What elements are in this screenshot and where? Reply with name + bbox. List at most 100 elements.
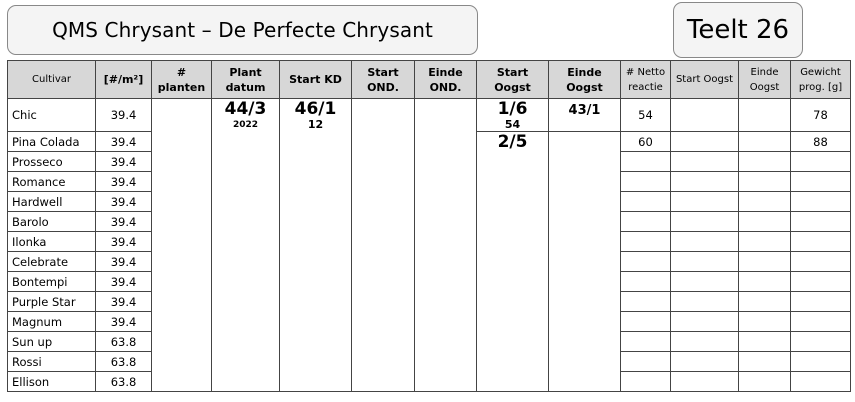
gewicht-cell xyxy=(790,291,851,312)
density-cell: 63.8 xyxy=(95,331,152,352)
netto-cell xyxy=(620,231,671,252)
table-row: Chic 39.4 44/3 2022 46/1 12 1/6 54 43/1 … xyxy=(7,98,851,392)
table-row: Bontempi 39.4 xyxy=(7,271,851,292)
header-einde-oogst2-line1: Einde xyxy=(750,66,779,78)
gewicht-cell: 88 xyxy=(790,131,851,152)
start-ond-column xyxy=(351,98,415,392)
einde-oogst-column xyxy=(548,131,621,392)
header-einde-ond: Einde OND. xyxy=(414,60,477,99)
gewicht-cell xyxy=(790,211,851,232)
einde-oogst-2-cell xyxy=(738,151,791,172)
cultivar-cell: Prosseco xyxy=(7,151,96,172)
start-oogst-2-cell xyxy=(670,251,739,272)
start-oogst-2-cell xyxy=(670,231,739,252)
gewicht-cell xyxy=(790,151,851,172)
start-oogst-2-cell xyxy=(670,191,739,212)
page-title: QMS Chrysant – De Perfecte Chrysant xyxy=(7,5,478,55)
header-netto-line2: reactie xyxy=(628,81,663,93)
table-row: Ellison 63.8 xyxy=(7,371,851,392)
table-row: Ilonka 39.4 xyxy=(7,231,851,252)
start-oogst-2-cell xyxy=(670,98,739,132)
start-kd-cell: 46/1 12 xyxy=(279,98,352,392)
header-einde-oogst-2: Einde Oogst xyxy=(738,60,791,99)
gewicht-cell xyxy=(790,191,851,212)
start-oogst-2-cell xyxy=(670,171,739,192)
density-cell: 39.4 xyxy=(95,191,152,212)
netto-cell xyxy=(620,251,671,272)
density-cell: 39.4 xyxy=(95,211,152,232)
table-row: Romance 39.4 xyxy=(7,171,851,192)
cultivar-cell: Romance xyxy=(7,171,96,192)
plant-datum-cell: 44/3 2022 xyxy=(211,98,280,392)
einde-oogst-2-cell xyxy=(738,291,791,312)
teelt-badge: Teelt 26 xyxy=(673,2,803,58)
header-start-oogst-line2: Oogst xyxy=(494,80,531,94)
netto-cell xyxy=(620,151,671,172)
einde-oogst-2-cell xyxy=(738,171,791,192)
einde-oogst-2-cell xyxy=(738,191,791,212)
header-einde-ond-line1: Einde xyxy=(428,65,463,79)
header-start-ond-line2: OND. xyxy=(367,80,399,94)
density-cell: 39.4 xyxy=(95,311,152,332)
start-oogst-2-cell xyxy=(670,311,739,332)
start-oogst-cell: 2/5 xyxy=(476,131,549,392)
header-start-oogst: Start Oogst xyxy=(476,60,549,99)
header-netto-reactie: # Netto reactie xyxy=(620,60,671,99)
gewicht-cell xyxy=(790,251,851,272)
start-oogst-2-cell xyxy=(670,131,739,152)
density-cell: 39.4 xyxy=(95,251,152,272)
cultivar-cell: Hardwell xyxy=(7,191,96,212)
header-cultivar: Cultivar xyxy=(7,60,96,99)
netto-cell xyxy=(620,271,671,292)
gewicht-cell xyxy=(790,371,851,392)
einde-oogst-2-cell xyxy=(738,331,791,352)
cultivar-cell: Chic xyxy=(7,98,96,132)
cultivar-cell: Ellison xyxy=(7,371,96,392)
start-oogst-2-cell xyxy=(670,211,739,232)
header-plant-datum: Plant datum xyxy=(211,60,280,99)
netto-cell xyxy=(620,191,671,212)
netto-cell xyxy=(620,211,671,232)
start-kd-sub-value: 12 xyxy=(307,118,324,131)
start-oogst-2-cell xyxy=(670,151,739,172)
netto-cell xyxy=(620,351,671,372)
einde-oogst-2-cell xyxy=(738,211,791,232)
cultivar-cell: Barolo xyxy=(7,211,96,232)
gewicht-cell xyxy=(790,351,851,372)
cultivar-cell: Magnum xyxy=(7,311,96,332)
netto-cell xyxy=(620,291,671,312)
cultivar-cell: Purple Star xyxy=(7,291,96,312)
table-row: Barolo 39.4 xyxy=(7,211,851,232)
table-row: Magnum 39.4 xyxy=(7,311,851,332)
header-start-oogst-2: Start Oogst xyxy=(670,60,739,99)
header-density-label: [#/m²] xyxy=(103,73,144,86)
einde-ond-column xyxy=(414,98,477,392)
einde-oogst-2-cell xyxy=(738,131,791,152)
netto-cell xyxy=(620,371,671,392)
cultivar-cell: Bontempi xyxy=(7,271,96,292)
einde-oogst-2-cell xyxy=(738,311,791,332)
netto-cell xyxy=(620,311,671,332)
netto-cell xyxy=(620,171,671,192)
einde-oogst-2-cell xyxy=(738,371,791,392)
cultivar-cell: Ilonka xyxy=(7,231,96,252)
start-oogst-value: 2/5 xyxy=(497,132,528,152)
start-kd-value: 46/1 xyxy=(294,99,337,119)
start-oogst-2-cell xyxy=(670,371,739,392)
gewicht-cell xyxy=(790,171,851,192)
header-start-ond-line1: Start xyxy=(367,65,399,79)
netto-cell: 60 xyxy=(620,131,671,152)
cultivar-cell: Sun up xyxy=(7,331,96,352)
start-oogst-value: 1/6 xyxy=(497,99,528,119)
start-oogst-2-cell xyxy=(670,291,739,312)
einde-oogst-2-cell xyxy=(738,98,791,132)
header-density: [#/m²] xyxy=(95,60,152,99)
start-oogst-sub-value: 54 xyxy=(504,118,521,131)
planten-column xyxy=(151,98,212,392)
header-gewicht-line2: prog. [g] xyxy=(798,81,843,93)
plant-datum-value: 44/3 xyxy=(224,99,267,119)
header-einde-oogst-line2: Oogst xyxy=(566,80,603,94)
header-start-ond: Start OND. xyxy=(351,60,415,99)
header-start-oogst-line1: Start xyxy=(496,65,529,79)
start-oogst-2-cell xyxy=(670,271,739,292)
